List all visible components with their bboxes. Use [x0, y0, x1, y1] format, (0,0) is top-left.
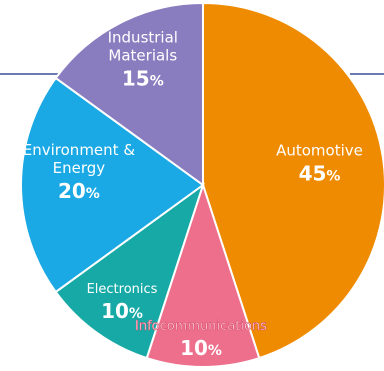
- pie-slice-environment-energy: [20, 76, 205, 294]
- slice-value: 45%: [299, 161, 341, 185]
- slice-label: Electronics: [87, 282, 158, 297]
- pie-slices: [20, 1, 384, 368]
- slice-value: 15%: [122, 67, 164, 91]
- slice-label: Environment & Energy: [23, 141, 136, 177]
- slice-value: 10%: [180, 336, 222, 360]
- pie-slice-automotive: [202, 1, 384, 360]
- slice-label: Industrial Materials: [108, 29, 178, 65]
- pie-slice-electronics: [54, 182, 205, 360]
- pie-slice-industrial-materials: [54, 1, 204, 187]
- slice-value: 20%: [58, 179, 100, 203]
- slice-value: 10%: [101, 299, 143, 323]
- slice-label: Automotive: [276, 141, 363, 159]
- pie-labels: Automotive45%Infocommunications10%Electr…: [23, 29, 363, 360]
- slice-label: Infocommunications: [135, 319, 267, 334]
- pie-slice-infocommunications: [145, 181, 261, 368]
